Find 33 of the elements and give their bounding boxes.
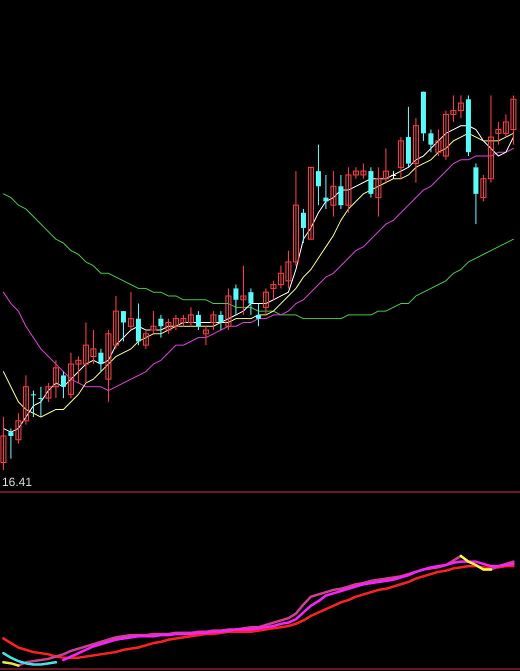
candlestick <box>256 303 261 327</box>
candlestick <box>210 310 216 331</box>
candlestick <box>136 303 141 346</box>
candlestick <box>262 288 269 316</box>
candlestick <box>368 166 374 198</box>
text: 16.41 <box>2 475 32 489</box>
candlestick <box>0 416 6 470</box>
candlestick <box>142 330 149 350</box>
candlestick <box>38 386 44 418</box>
candlestick <box>338 174 344 210</box>
candlestick <box>202 326 209 346</box>
candlestick <box>98 348 104 372</box>
candlestick <box>8 428 14 460</box>
candlestick <box>30 390 36 418</box>
candlestick <box>196 310 201 331</box>
candlestick <box>150 310 156 334</box>
candlestick <box>316 144 321 206</box>
candlestick <box>330 170 336 218</box>
candlestick <box>412 118 419 183</box>
candlestick <box>158 314 164 338</box>
candlestick <box>308 166 314 240</box>
candlestick <box>300 208 306 244</box>
candlestick <box>120 310 126 342</box>
candlestick <box>233 284 238 316</box>
candlestick <box>398 136 404 180</box>
candlestick <box>225 288 232 331</box>
candlestick <box>323 174 328 210</box>
candlestick <box>428 129 434 153</box>
candlestick <box>60 371 66 399</box>
candlestick <box>240 265 246 316</box>
candlestick <box>248 288 254 316</box>
candlestick <box>218 310 224 331</box>
candlestick <box>128 292 134 331</box>
